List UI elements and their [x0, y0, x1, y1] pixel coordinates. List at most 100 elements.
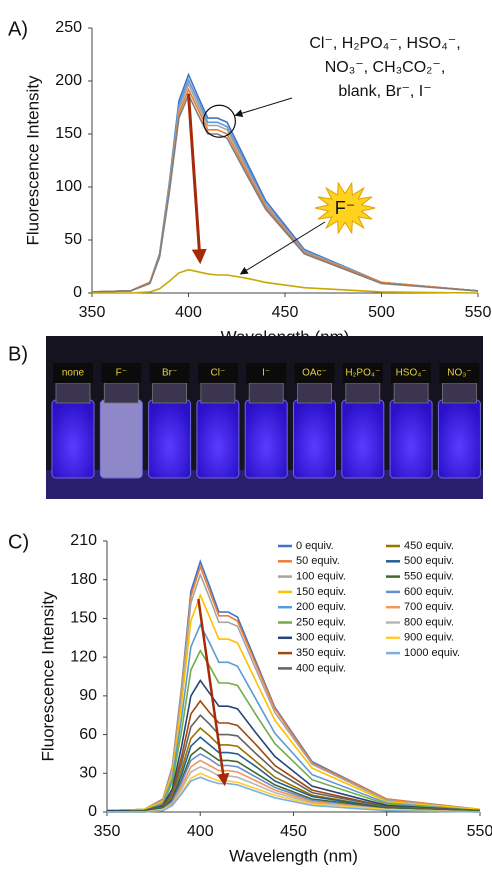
vial-body: [99, 399, 143, 479]
vial-body: [293, 399, 336, 479]
y-tick-label: 150: [55, 125, 82, 142]
vial-cap-label: [101, 363, 142, 383]
vial-body: [148, 399, 192, 479]
vial-label: I⁻: [262, 368, 270, 379]
x-tick-label: 350: [79, 304, 106, 321]
panel-label: C): [8, 531, 29, 553]
vial-cap-label: [439, 363, 480, 383]
vial-label: Br⁻: [162, 368, 177, 379]
y-tick-label: 120: [70, 648, 97, 665]
x-tick-label: 350: [94, 823, 121, 840]
legend-label: 300 equiv.: [296, 632, 346, 644]
callout-arrow: [239, 221, 326, 275]
panel-label: B): [8, 343, 28, 365]
annotation: NO₃⁻, CH₃CO₂⁻,: [325, 59, 446, 76]
vial-neck: [441, 382, 477, 404]
vial-label: Cl⁻: [211, 368, 226, 379]
x-tick-label: 450: [280, 823, 307, 840]
legend-label: 400 equiv.: [296, 662, 346, 674]
spectrum-line: [106, 593, 481, 812]
spectrum-line: [106, 559, 481, 812]
spectrum-line: [107, 776, 481, 813]
spectrum-line: [91, 87, 479, 293]
x-axis-label: Wavelength (nm): [229, 846, 358, 865]
legend-label: 50 equiv.: [296, 555, 340, 567]
y-tick-label: 0: [88, 803, 97, 820]
vial-cap-label: [391, 363, 432, 383]
y-tick-label: 150: [70, 610, 97, 627]
spectrum-line: [107, 623, 481, 812]
vial-body: [389, 399, 433, 479]
trend-arrow: [187, 93, 207, 265]
annotation: blank, Br⁻, I⁻: [338, 83, 431, 100]
legend-label: 1000 equiv.: [404, 647, 460, 659]
vial-neck: [393, 382, 429, 404]
vial-neck: [55, 382, 91, 404]
vial-cap-label: [149, 363, 190, 383]
legend-label: 500 equiv.: [404, 555, 454, 567]
highlight-circle: [202, 104, 236, 138]
vial-body: [341, 399, 385, 479]
vial-label: NO₃⁻: [447, 368, 471, 379]
vial-neck: [152, 382, 188, 404]
spectrum-line: [91, 82, 479, 293]
vial-neck: [103, 382, 139, 404]
spectrum-line: [107, 649, 481, 812]
vial-label: H₂PO₄⁻: [345, 368, 380, 379]
y-tick-label: 250: [55, 19, 82, 36]
legend-label: 450 equiv.: [404, 540, 454, 552]
vial-label: OAc⁻: [302, 368, 327, 379]
spectrum-line: [91, 77, 479, 293]
vial-label: HSO₄⁻: [396, 368, 427, 379]
spectrum-line: [91, 72, 479, 293]
x-tick-label: 400: [175, 304, 202, 321]
y-tick-label: 90: [79, 687, 97, 704]
callout-arrow: [234, 97, 293, 118]
spectrum-line: [106, 714, 481, 813]
x-tick-label: 400: [187, 823, 214, 840]
legend-label: 800 equiv.: [404, 616, 454, 628]
x-tick-label: 550: [467, 823, 492, 840]
vial-neck: [345, 382, 381, 404]
vial-neck: [200, 382, 236, 404]
panel-label: A): [8, 18, 28, 40]
y-axis-label: Fluorescence Intensity: [38, 591, 57, 762]
spectrum-line: [106, 746, 481, 813]
y-axis-label: Fluorescence Intensity: [23, 75, 42, 246]
spectrum-line: [92, 268, 479, 294]
star-burst: [314, 181, 376, 235]
vial-neck: [297, 382, 332, 404]
y-tick-label: 50: [64, 231, 82, 248]
legend-label: 900 equiv.: [404, 632, 454, 644]
x-tick-label: 550: [465, 304, 492, 321]
legend-label: 350 equiv.: [296, 647, 346, 659]
vial-body: [437, 399, 481, 479]
legend-label: 700 equiv.: [404, 601, 454, 613]
y-tick-label: 30: [79, 765, 97, 782]
trend-arrow: [197, 598, 230, 787]
annotation: F⁻: [335, 198, 356, 218]
vial-cap-label: [342, 363, 383, 383]
vial-body: [196, 399, 240, 479]
vial-cap-label: [53, 363, 93, 383]
vial-body: [244, 399, 288, 479]
x-tick-label: 450: [272, 304, 299, 321]
legend-label: 250 equiv.: [296, 616, 346, 628]
y-tick-label: 0: [73, 284, 82, 301]
vial-body: [51, 399, 95, 479]
x-tick-label: 500: [368, 304, 395, 321]
legend-label: 200 equiv.: [296, 601, 346, 613]
y-tick-label: 210: [70, 532, 97, 549]
legend-label: 100 equiv.: [296, 571, 346, 583]
legend-label: 150 equiv.: [296, 586, 346, 598]
y-tick-label: 60: [79, 726, 97, 743]
vial-label: F⁻: [116, 368, 127, 379]
legend-label: 600 equiv.: [404, 586, 454, 598]
y-tick-label: 200: [55, 72, 82, 89]
vial-label: none: [62, 368, 85, 379]
legend-label: 0 equiv.: [296, 540, 334, 552]
spectrum-line: [107, 678, 481, 812]
legend-label: 550 equiv.: [404, 571, 454, 583]
y-tick-label: 100: [55, 178, 82, 195]
